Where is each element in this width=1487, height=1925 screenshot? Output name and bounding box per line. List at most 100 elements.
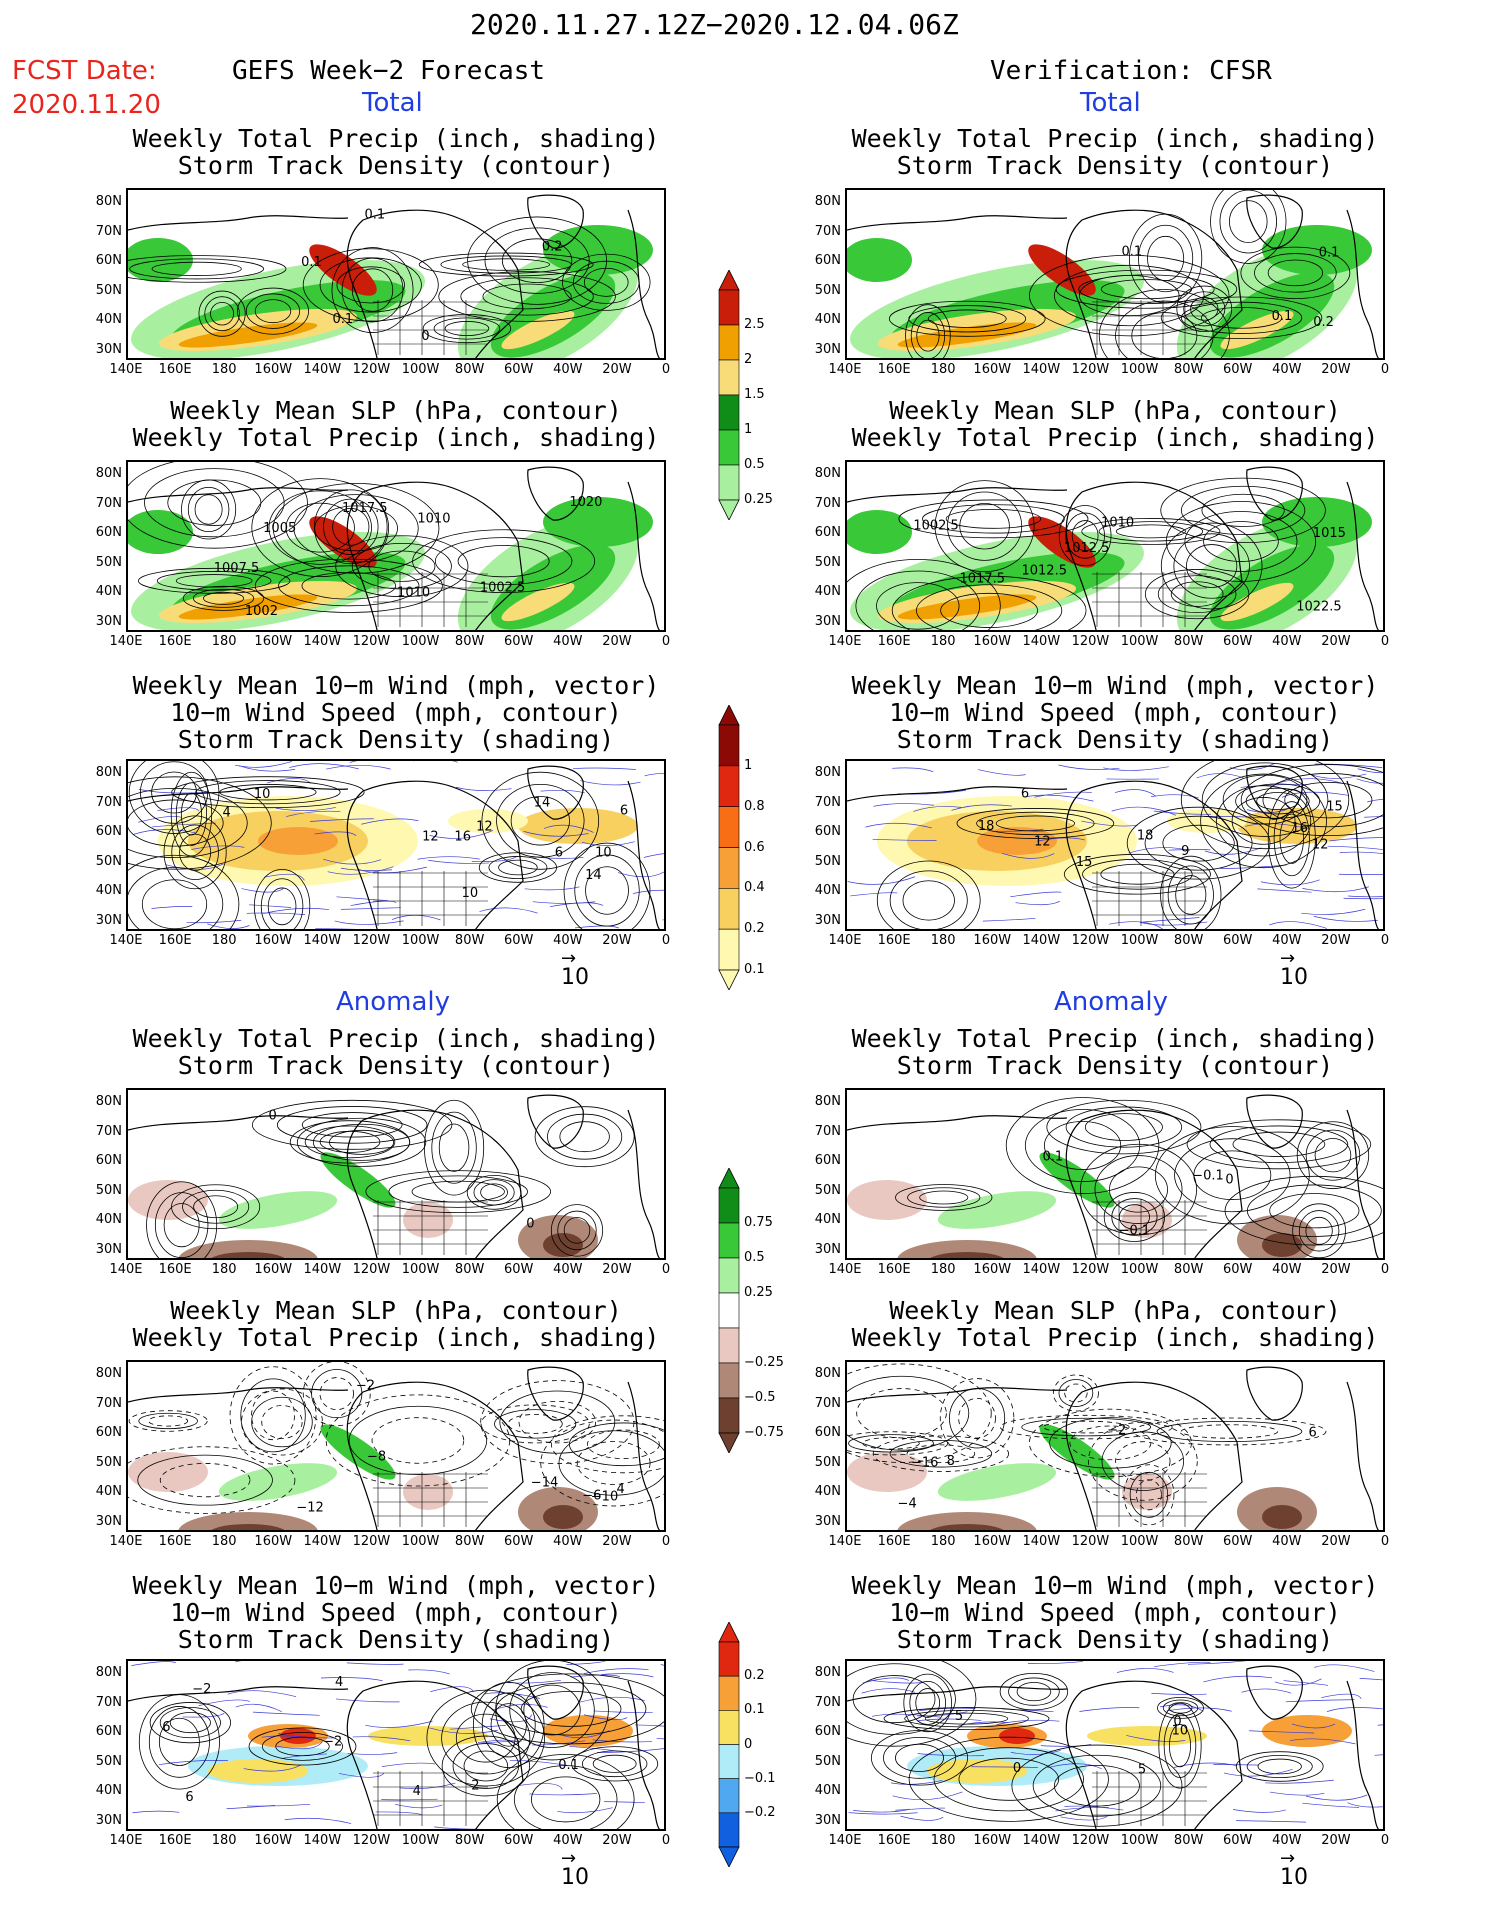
north-america-outline: [1065, 481, 1243, 630]
contour-line: [302, 1362, 371, 1427]
lon-tick-label: 80W: [454, 1833, 485, 1848]
contour-line: [1055, 269, 1238, 309]
lon-tick-label: 160W: [254, 362, 293, 377]
lat-tick-label: 70N: [95, 495, 122, 511]
lon-tick-label: 160W: [973, 362, 1012, 377]
contour-line: [509, 1672, 595, 1748]
panel-title: Weekly Mean SLP (hPa, contour) Weekly Tot…: [116, 397, 676, 451]
contour-line: [253, 869, 311, 929]
lat-tick-label: 30N: [814, 1241, 841, 1257]
contour-line: [904, 1709, 1029, 1728]
wind-streamline: [455, 786, 512, 791]
lat-tick-label: 30N: [95, 1513, 122, 1529]
precip-anom-shade: [1122, 1474, 1172, 1510]
lon-tick-label: 60W: [504, 634, 534, 649]
contour-line: [883, 1736, 957, 1779]
contour-line: [241, 1388, 323, 1456]
wind-streamline: [1236, 1820, 1307, 1823]
precip-shade: [178, 322, 318, 348]
wind-streamline: [1079, 1707, 1140, 1712]
contour-line: [240, 1378, 306, 1453]
wind-streamline: [643, 853, 664, 858]
contour-line: [431, 1111, 477, 1184]
colorbar-precip-anomaly: [718, 1167, 740, 1457]
wind-streamline: [1204, 847, 1262, 855]
contour-line: [907, 1187, 981, 1208]
contour-label: −2: [323, 1734, 342, 1749]
contour-label: −6: [582, 1489, 601, 1504]
precip-anom-shade: [403, 1202, 453, 1238]
wind-streamline: [1283, 1680, 1329, 1686]
lat-tick-label: 30N: [95, 341, 122, 357]
wind-streamline: [186, 919, 242, 924]
colorbar-label: 0.1: [744, 1702, 765, 1718]
contour-line: [304, 1125, 396, 1159]
contour-line: [1162, 824, 1235, 862]
lon-tick-label: 140E: [828, 362, 862, 377]
lat-tick-label: 60N: [814, 824, 841, 839]
wind-streamline: [1343, 897, 1383, 900]
contour-line: [1160, 477, 1326, 544]
lon-tick-label: 160W: [973, 1534, 1012, 1549]
colorbar-label: 0.25: [744, 1285, 773, 1300]
lon-tick-label: 160W: [254, 1262, 293, 1277]
panel-title-line: Weekly Total Precip (inch, shading): [851, 124, 1379, 153]
lon-tick-label: 140E: [109, 362, 143, 377]
contour-line: [138, 1412, 198, 1430]
contour-label: 0: [526, 1216, 534, 1231]
lat-tick-label: 50N: [95, 853, 122, 869]
wind-streamline: [1103, 766, 1169, 771]
lon-tick-label: 0: [1380, 1262, 1390, 1277]
greenland-outline: [1246, 765, 1303, 820]
precip-anom-shade: [128, 1180, 208, 1220]
contour-line: [494, 1409, 577, 1439]
lon-tick-label: 60W: [1223, 1262, 1253, 1277]
lat-tick-label: 50N: [95, 1753, 122, 1769]
colorbar-cap-bottom: [718, 499, 740, 521]
vector-reference-value: 10: [561, 965, 589, 990]
contour-line: [1154, 1126, 1310, 1225]
contour-label: 6: [1309, 1425, 1317, 1440]
lon-tick-label: 120W: [1071, 1833, 1110, 1848]
contour-label: 0.1: [1319, 245, 1340, 260]
track-shade: [1167, 809, 1247, 833]
track-anom-shade: [543, 1715, 633, 1747]
lat-tick-label: 70N: [814, 794, 841, 810]
precip-shade: [178, 594, 318, 620]
wind-streamline: [1305, 1794, 1368, 1801]
contour-line: [210, 301, 235, 326]
contour-line: [847, 558, 1001, 630]
panel-title-line: Weekly Total Precip (inch, shading): [132, 124, 660, 153]
contour-line: [934, 480, 1035, 573]
contour-line: [1231, 797, 1296, 845]
lon-tick-label: 0: [661, 933, 671, 948]
lon-tick-label: 40W: [1272, 1262, 1302, 1277]
vector-reference-arrow: →: [1280, 1848, 1296, 1869]
lon-tick-label: 140W: [303, 634, 342, 649]
wind-streamline: [264, 873, 305, 881]
lat-tick-label: 40N: [814, 1484, 841, 1499]
lon-tick-label: 140W: [303, 1262, 342, 1277]
lon-tick-label: 40W: [553, 933, 583, 948]
contour-line: [1183, 291, 1226, 327]
contour-line: [1052, 1374, 1099, 1412]
wind-streamline: [284, 1817, 352, 1824]
contour-line: [146, 1181, 218, 1258]
lon-tick-label: 20W: [1321, 933, 1351, 948]
contour-line: [248, 1727, 357, 1766]
precip-anom-shade: [930, 1252, 1004, 1258]
contour-label: 0.1: [1042, 1150, 1063, 1165]
contour-label: 1020: [569, 495, 602, 510]
wind-streamline: [1364, 816, 1383, 818]
contour-label: −0.1: [1119, 1224, 1151, 1239]
precip-anom-shade: [128, 1452, 208, 1492]
contour-line: [440, 255, 572, 274]
contour-line: [583, 267, 629, 297]
wind-streamline: [982, 917, 1036, 922]
contour-line: [194, 494, 223, 525]
wind-streamline: [597, 1748, 664, 1753]
contour-line: [480, 1380, 635, 1465]
contour-label: −2: [1107, 1423, 1126, 1438]
precip-anom-shade: [320, 1152, 396, 1208]
contour-line: [557, 1210, 597, 1251]
